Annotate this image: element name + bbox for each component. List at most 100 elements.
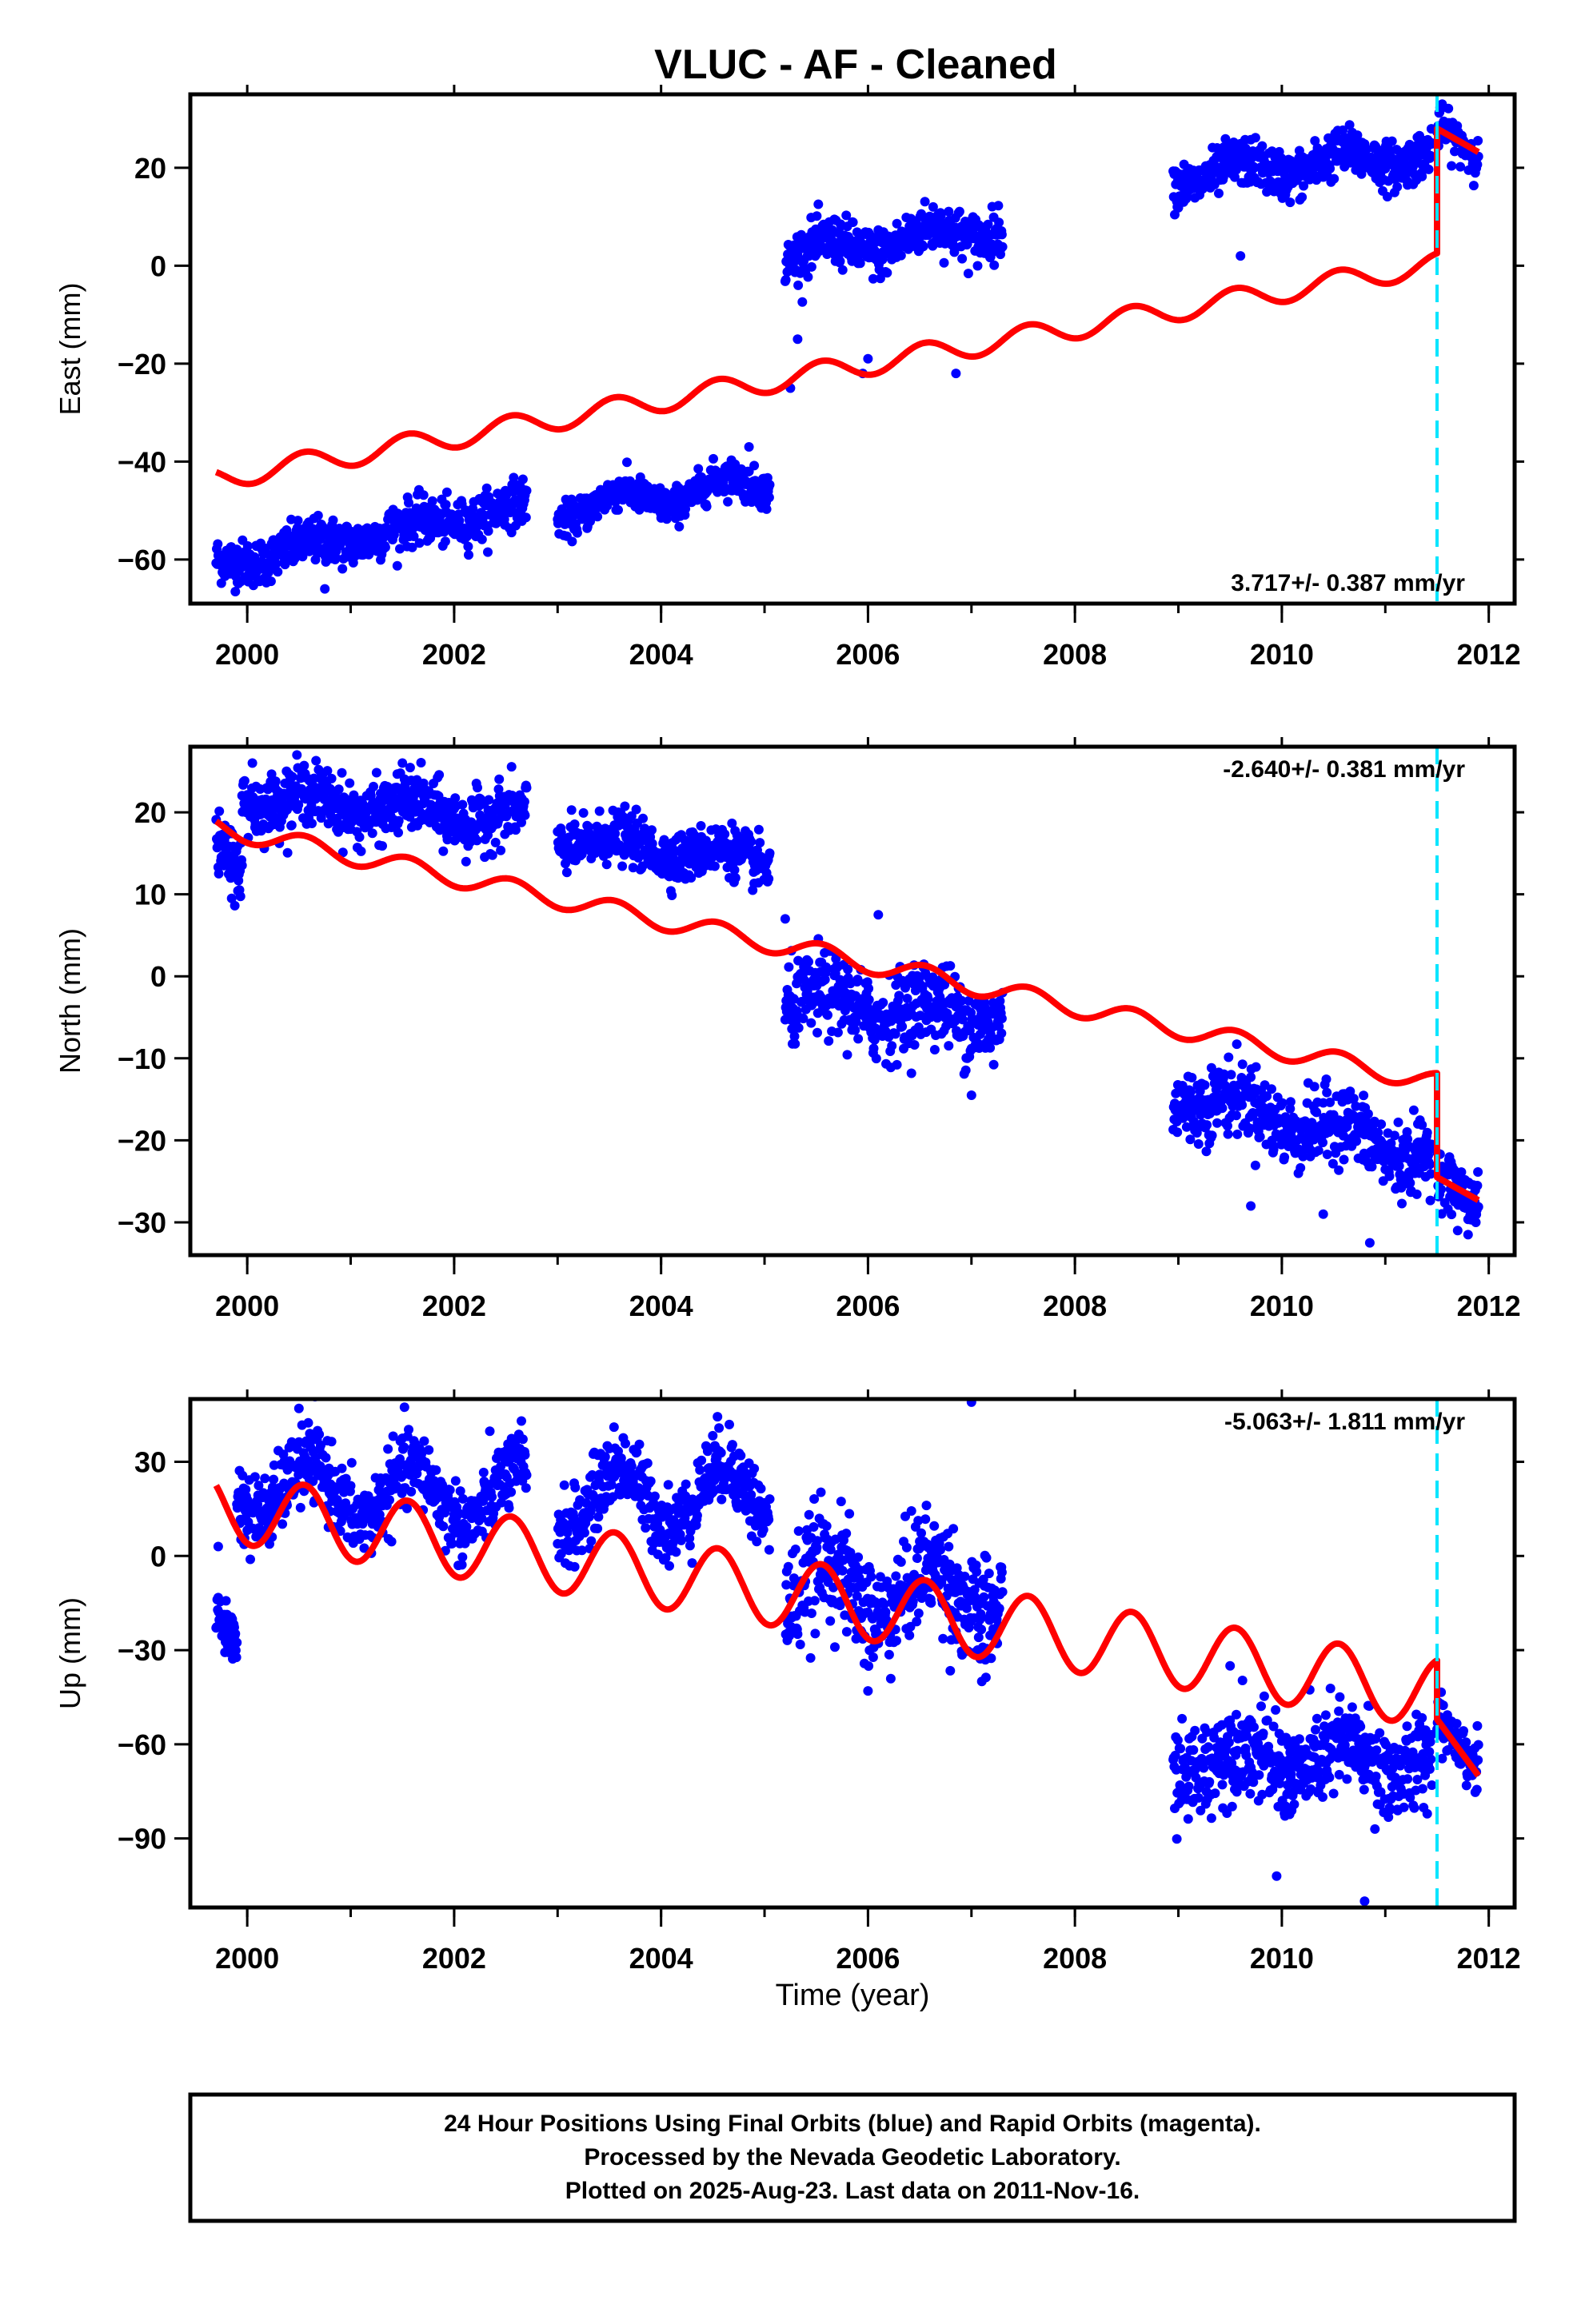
x-tick-label: 2000 xyxy=(215,1290,279,1322)
observation-point xyxy=(230,1629,240,1639)
observation-point xyxy=(296,1503,305,1513)
observation-point xyxy=(424,1445,433,1455)
observation-point xyxy=(518,1434,528,1444)
observation-point xyxy=(240,776,250,786)
observation-point xyxy=(573,528,582,538)
observation-point xyxy=(271,776,281,786)
observation-point xyxy=(1218,1103,1228,1113)
observation-point xyxy=(1251,1161,1260,1170)
observation-point xyxy=(1322,1074,1331,1084)
observation-point xyxy=(836,257,845,266)
observation-point xyxy=(923,994,932,1003)
observation-point xyxy=(496,846,505,855)
observation-point xyxy=(1257,142,1267,151)
observation-point xyxy=(473,783,482,792)
observation-point xyxy=(848,217,858,227)
observation-point xyxy=(357,847,366,856)
observation-point xyxy=(494,775,504,784)
observation-point xyxy=(269,1475,278,1485)
observation-point xyxy=(1426,1196,1435,1206)
observation-point xyxy=(674,522,684,532)
observation-point xyxy=(567,805,577,815)
observation-point xyxy=(482,484,492,493)
y-tick-label: −20 xyxy=(118,1124,166,1157)
x-tick-label: 2004 xyxy=(629,1290,693,1322)
observation-point xyxy=(399,1442,409,1452)
observation-point xyxy=(601,1452,610,1461)
observation-point xyxy=(1387,137,1397,146)
observation-point xyxy=(346,1481,356,1491)
y-axis-label: North (mm) xyxy=(54,928,86,1074)
observation-point xyxy=(1238,1059,1248,1069)
observation-point xyxy=(377,841,387,851)
observation-point xyxy=(660,835,669,845)
observation-point xyxy=(1285,197,1295,207)
observation-point xyxy=(1455,162,1465,172)
observation-outlier xyxy=(863,354,872,364)
observation-point xyxy=(438,847,448,856)
observation-point xyxy=(964,269,973,278)
x-tick-label: 2004 xyxy=(629,638,693,671)
observation-point xyxy=(345,779,354,788)
observation-point xyxy=(1412,1190,1422,1199)
observation-point xyxy=(617,862,627,871)
observation-point xyxy=(487,1492,497,1501)
observation-point xyxy=(428,496,437,506)
x-tick-label: 2008 xyxy=(1043,1290,1107,1322)
observation-point xyxy=(894,991,904,1000)
observation-point xyxy=(521,1450,530,1460)
observation-point xyxy=(434,770,444,779)
observation-point xyxy=(907,1069,916,1078)
observation-point xyxy=(355,832,365,842)
observation-point xyxy=(404,498,413,508)
observation-point xyxy=(1200,1080,1210,1090)
observation-point xyxy=(892,1060,902,1070)
y-tick-label: −20 xyxy=(118,348,166,381)
observation-point xyxy=(1194,1139,1204,1149)
observation-point xyxy=(998,242,1008,252)
observation-point xyxy=(989,261,999,270)
observation-point xyxy=(214,869,224,879)
observation-point xyxy=(271,559,281,568)
observation-point xyxy=(491,838,501,847)
observation-point xyxy=(246,1555,255,1565)
observation-point xyxy=(522,486,532,496)
observation-point xyxy=(560,1481,569,1490)
observation-point xyxy=(313,511,323,520)
observation-point xyxy=(632,805,641,815)
observation-point xyxy=(1423,1128,1432,1138)
observation-point xyxy=(973,261,983,271)
observation-point xyxy=(567,536,577,546)
observation-point xyxy=(406,1487,416,1497)
observation-point xyxy=(882,268,892,277)
observation-outlier xyxy=(397,759,407,768)
observation-point xyxy=(1224,1130,1233,1139)
observation-point xyxy=(1339,1155,1349,1165)
observation-point xyxy=(1395,1162,1404,1171)
observation-point xyxy=(1426,151,1435,161)
observation-point xyxy=(1202,1120,1212,1130)
observation-points xyxy=(211,99,1483,596)
observation-point xyxy=(570,819,580,829)
observation-point xyxy=(1385,1171,1395,1181)
observation-point xyxy=(794,1023,804,1033)
observation-point xyxy=(602,859,612,869)
observation-point xyxy=(1286,1097,1296,1106)
observation-point xyxy=(314,1429,324,1439)
observation-point xyxy=(387,1537,397,1546)
observation-point xyxy=(838,265,848,275)
y-tick-label: 20 xyxy=(134,152,166,185)
observation-point xyxy=(458,1494,468,1504)
observation-point xyxy=(238,861,247,871)
observation-point xyxy=(720,829,729,839)
observation-point xyxy=(989,1060,999,1070)
observation-point xyxy=(793,281,803,290)
rate-label: -2.640+/- 0.381 mm/yr xyxy=(1223,756,1465,783)
observation-point xyxy=(329,516,338,525)
observation-point xyxy=(609,1422,619,1432)
observation-point xyxy=(1256,1132,1265,1142)
observation-point xyxy=(1474,1202,1483,1212)
observation-point xyxy=(1351,1136,1361,1146)
